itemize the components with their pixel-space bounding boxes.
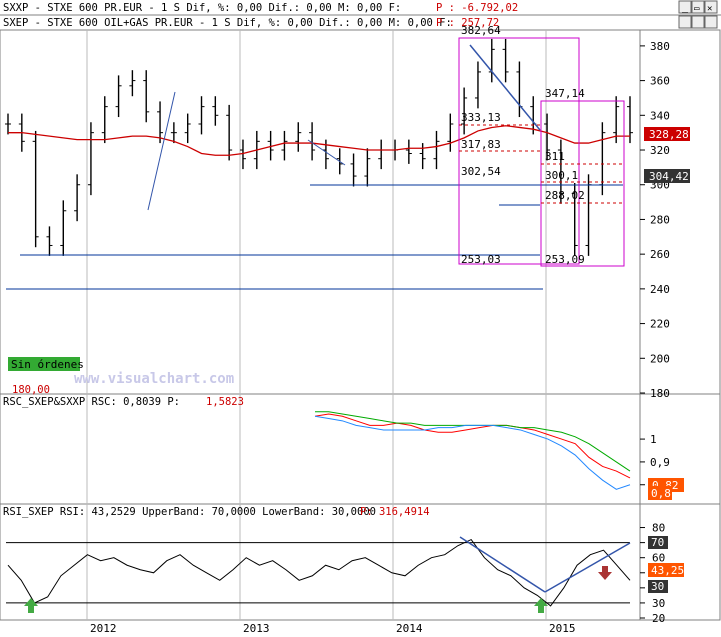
rsi-y-label: 60: [652, 552, 665, 565]
p-label-sxep: P : 257,72: [436, 17, 499, 29]
price-y-label: 280: [650, 213, 670, 226]
ma-badge-text: 328,28: [649, 128, 689, 141]
x-label-2014: 2014: [396, 622, 423, 635]
rsi-y-label: 20: [652, 612, 665, 625]
trend-line-2011: [147, 91, 176, 211]
level-label: 347,14: [545, 87, 585, 100]
level-label: 333,13: [461, 111, 501, 124]
buy-arrow-icon-2: [534, 598, 548, 613]
price-y-label: 360: [650, 75, 670, 88]
level-label: 382,64: [461, 24, 501, 37]
restore-button[interactable]: [691, 0, 705, 14]
level-label: 253,09: [545, 253, 585, 266]
rsi-badge-value-text: 43,25: [651, 564, 684, 577]
window-title-sxep: SXEP - STXE 600 OIL+GAS PR.EUR - 1 S Dif…: [3, 17, 452, 29]
price-y-label: 180: [650, 387, 670, 400]
minimize-button[interactable]: [678, 0, 692, 14]
level-180-label: 180,00: [12, 384, 50, 396]
level-label: 300,1: [545, 169, 578, 182]
rsc-y-label: 1: [650, 433, 657, 446]
watermark: www.visualchart.com: [74, 371, 234, 387]
window-title-sxxp: SXXP - STXE 600 PR.EUR - 1 S Dif, %: 0,0…: [3, 2, 401, 14]
x-label-2012: 2012: [90, 622, 117, 635]
close-button-2[interactable]: [704, 15, 718, 29]
rsi-badge-30: [648, 580, 668, 593]
sin-ordenes-button[interactable]: [8, 357, 80, 371]
price-y-label: 200: [650, 352, 670, 365]
rsi-y-label: 30: [652, 597, 665, 610]
level-label: 302,54: [461, 165, 501, 178]
close-icon: ✕: [707, 4, 712, 14]
price-panel-frame: [0, 29, 721, 395]
rsc-series-line: [314, 413, 631, 479]
x-label-2015: 2015: [549, 622, 576, 635]
restore-button-2[interactable]: [691, 15, 705, 29]
price-y-label: 240: [650, 283, 670, 296]
rsi-badge-30-text: 30: [651, 580, 664, 593]
sin-ordenes-label: Sin órdenes: [11, 358, 84, 371]
price-y-label: 260: [650, 248, 670, 261]
minimize-button-2[interactable]: [678, 15, 692, 29]
trend-line-2014: [469, 44, 541, 131]
rsi-plot: [6, 538, 631, 607]
moving-average-line: [8, 125, 630, 156]
p-label-sxxp: P : -6.792,02: [436, 2, 518, 14]
rsi-trend-down: [459, 536, 546, 593]
fib-box-2: [540, 100, 625, 267]
level-label: 288,02: [545, 189, 585, 202]
ma-badge: [644, 127, 690, 141]
rsc-badge-b: [648, 486, 672, 500]
rsc-badge-b-text: 0,8: [651, 487, 671, 500]
sell-arrow-icon: [598, 566, 612, 580]
rsi-badge-70-text: 70: [651, 536, 664, 549]
rsc-series-line: [314, 415, 631, 490]
rsi-line: [7, 538, 631, 607]
price-badge: [644, 169, 690, 183]
price-y-label: 380: [650, 40, 670, 53]
rsi-header: RSI_SXEP RSI: 43,2529 UpperBand: 70,0000…: [3, 506, 376, 518]
price-y-label: 320: [650, 144, 670, 157]
buy-arrow-icon-1: [24, 598, 38, 613]
level-label: 311: [545, 150, 565, 163]
rsi-p-label: P: 316,4914: [360, 506, 430, 518]
rsc-plot: [314, 411, 631, 490]
x-axis: 2012 2013 2014 2015: [90, 622, 576, 635]
rsi-badge-value: [648, 563, 684, 577]
rsi-trend-up: [544, 542, 631, 593]
rsc-panel-frame: [0, 393, 721, 505]
price-y-label: 220: [650, 318, 670, 331]
level-label: 253,03: [461, 253, 501, 266]
restore-icon: ▭: [694, 4, 700, 14]
x-label-2013: 2013: [243, 622, 270, 635]
rsi-panel-frame: [0, 503, 721, 621]
price-y-label: 340: [650, 109, 670, 122]
window-controls: _ ▭ ✕: [678, 0, 718, 29]
level-annotations: 382,64 347,14 333,13 317,83 302,54 311 300,1 28…: [461, 24, 585, 266]
trend-line-2013: [307, 139, 346, 166]
rsi-y-label: 80: [652, 522, 665, 535]
price-badge-text: 304,42: [649, 170, 689, 183]
rsi-badge-70: [648, 536, 668, 549]
rsc-header: RSC_SXEP&SXXP RSC: 0,8039 P:: [3, 396, 180, 408]
rsc-p-label: 1,5823: [206, 396, 244, 408]
price-plot: [5, 38, 633, 256]
close-button[interactable]: [704, 0, 718, 14]
rsc-y-label: 0,9: [650, 456, 670, 469]
minimize-icon: _: [682, 2, 689, 13]
level-label: 317,83: [461, 138, 501, 151]
